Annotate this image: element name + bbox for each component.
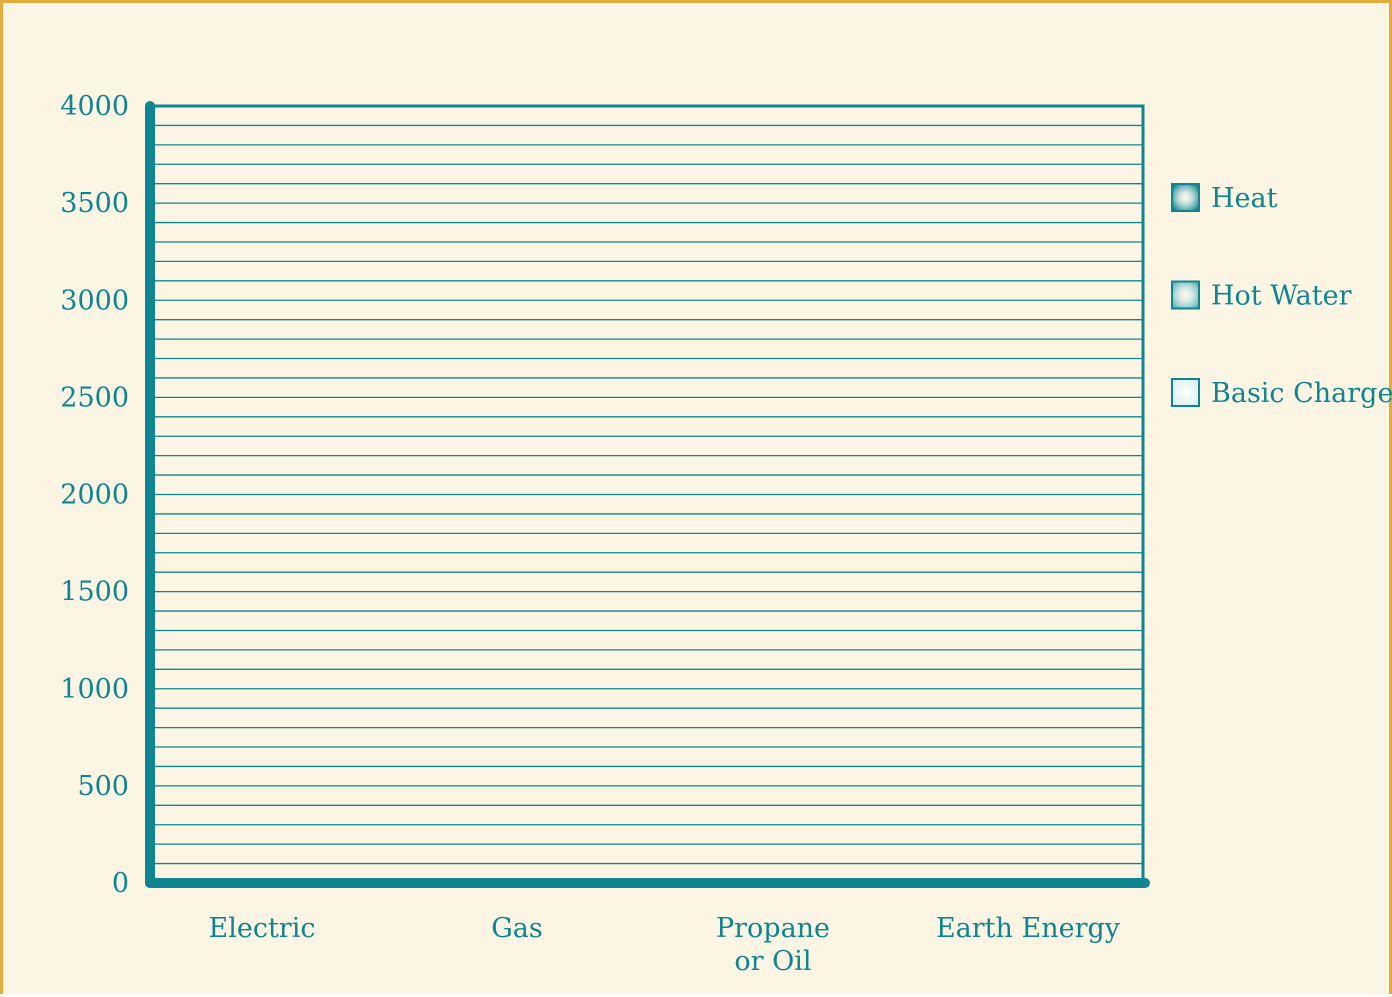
x-category-label: Propane or Oil — [716, 913, 830, 977]
y-tick-label: 3500 — [60, 188, 129, 219]
axes — [145, 101, 1150, 888]
legend-swatch — [1171, 280, 1200, 310]
y-tick-label: 2500 — [60, 382, 129, 413]
legend-swatch — [1171, 378, 1200, 407]
x-category-label: Electric — [209, 913, 316, 944]
x-category-label: Gas — [491, 913, 543, 944]
legend-item: Heat — [1171, 183, 1278, 214]
legend-item: Basic Charge — [1171, 378, 1392, 409]
x-category-labels: Electric Gas Propane or Oil Earth Energy — [209, 913, 1121, 977]
legend-label: Basic Charge — [1211, 378, 1392, 409]
legend-item: Hot Water — [1171, 280, 1352, 312]
y-tick-label: 500 — [77, 771, 129, 802]
grid-lines — [150, 124, 1143, 865]
y-tick-label: 1000 — [60, 674, 129, 705]
legend-label: Heat — [1211, 183, 1278, 214]
y-tick-labels: 4000 3500 3000 2500 2000 1500 1000 500 0 — [60, 91, 129, 899]
legend-label: Hot Water — [1211, 281, 1352, 312]
y-tick-label: 2000 — [60, 480, 129, 511]
y-tick-label: 0 — [112, 868, 129, 899]
y-tick-label: 4000 — [60, 91, 129, 122]
legend: Heat Hot Water Basic Charge — [1171, 183, 1392, 409]
legend-swatch — [1171, 183, 1200, 212]
y-tick-label: 1500 — [60, 577, 129, 608]
x-category-label: Earth Energy — [936, 913, 1121, 944]
chart-svg: 4000 3500 3000 2500 2000 1500 1000 500 0 Electri… — [60, 91, 1392, 977]
y-tick-label: 3000 — [60, 285, 129, 316]
